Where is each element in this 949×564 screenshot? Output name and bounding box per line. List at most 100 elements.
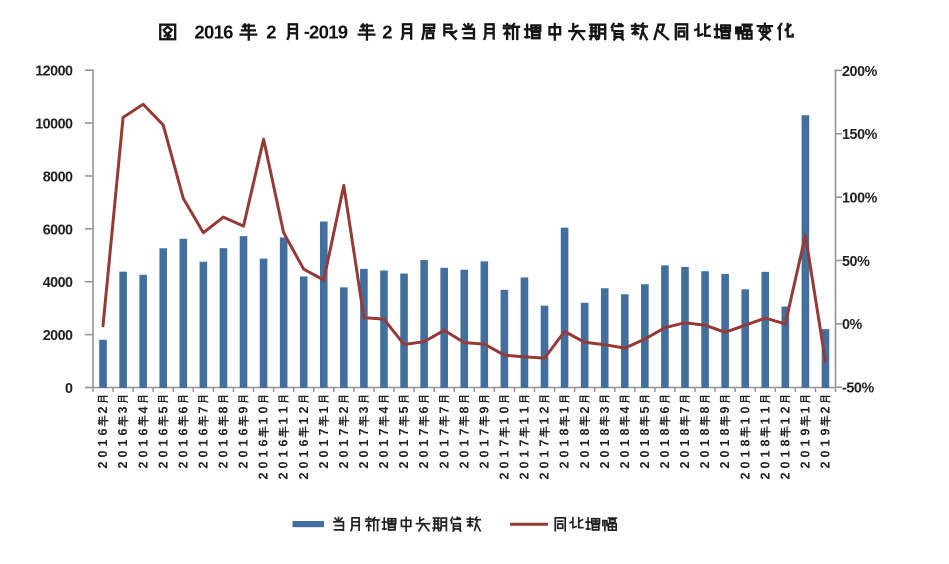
svg-text:1: 1 bbox=[156, 439, 170, 446]
svg-text:7: 7 bbox=[477, 428, 491, 435]
svg-text:1: 1 bbox=[96, 439, 110, 446]
svg-text:1: 1 bbox=[257, 450, 271, 457]
svg-text:9: 9 bbox=[718, 406, 732, 413]
svg-text:1: 1 bbox=[578, 439, 592, 446]
svg-text:1: 1 bbox=[758, 450, 772, 457]
svg-text:0: 0 bbox=[758, 461, 772, 468]
svg-text:6: 6 bbox=[658, 406, 672, 413]
svg-text:1: 1 bbox=[558, 439, 572, 446]
svg-text:1: 1 bbox=[538, 417, 552, 424]
svg-text:5: 5 bbox=[156, 406, 170, 413]
svg-text:7: 7 bbox=[497, 439, 511, 446]
svg-text:2: 2 bbox=[538, 472, 552, 479]
svg-text:7: 7 bbox=[538, 439, 552, 446]
svg-text:1: 1 bbox=[799, 439, 813, 446]
svg-text:2: 2 bbox=[217, 461, 231, 468]
svg-text:1: 1 bbox=[217, 439, 231, 446]
svg-text:8: 8 bbox=[658, 428, 672, 435]
svg-text:0: 0 bbox=[277, 461, 291, 468]
svg-text:4000: 4000 bbox=[43, 275, 73, 291]
svg-text:2: 2 bbox=[618, 461, 632, 468]
svg-text:1: 1 bbox=[538, 450, 552, 457]
svg-text:150%: 150% bbox=[842, 127, 878, 143]
svg-text:8: 8 bbox=[678, 428, 692, 435]
svg-text:2: 2 bbox=[698, 461, 712, 468]
svg-text:1: 1 bbox=[317, 439, 331, 446]
svg-text:10000: 10000 bbox=[35, 117, 73, 133]
svg-text:2: 2 bbox=[758, 472, 772, 479]
svg-text:1: 1 bbox=[437, 439, 451, 446]
svg-text:2: 2 bbox=[96, 406, 110, 413]
svg-text:1: 1 bbox=[638, 439, 652, 446]
svg-text:0: 0 bbox=[799, 450, 813, 457]
svg-text:0: 0 bbox=[638, 450, 652, 457]
svg-text:2: 2 bbox=[738, 472, 752, 479]
svg-text:12000: 12000 bbox=[35, 64, 73, 80]
svg-text:0: 0 bbox=[196, 450, 210, 457]
svg-text:1: 1 bbox=[598, 439, 612, 446]
svg-text:2: 2 bbox=[237, 461, 251, 468]
svg-text:0: 0 bbox=[257, 406, 271, 413]
svg-text:0: 0 bbox=[176, 450, 190, 457]
svg-text:6: 6 bbox=[96, 428, 110, 435]
svg-text:1: 1 bbox=[136, 439, 150, 446]
svg-text:1: 1 bbox=[357, 439, 371, 446]
svg-text:8: 8 bbox=[638, 428, 652, 435]
svg-text:1: 1 bbox=[257, 417, 271, 424]
svg-text:2019: 2019 bbox=[309, 21, 348, 42]
svg-text:2: 2 bbox=[799, 461, 813, 468]
svg-text:0: 0 bbox=[477, 450, 491, 457]
svg-text:1: 1 bbox=[698, 439, 712, 446]
svg-text:0: 0 bbox=[65, 381, 73, 397]
svg-text:6: 6 bbox=[217, 428, 231, 435]
svg-text:0: 0 bbox=[698, 450, 712, 457]
svg-text:2: 2 bbox=[778, 406, 792, 413]
svg-text:1: 1 bbox=[518, 417, 532, 424]
svg-text:0: 0 bbox=[156, 450, 170, 457]
svg-text:9: 9 bbox=[799, 428, 813, 435]
svg-text:1: 1 bbox=[738, 450, 752, 457]
svg-text:7: 7 bbox=[377, 428, 391, 435]
svg-text:2000: 2000 bbox=[43, 328, 73, 344]
svg-text:2: 2 bbox=[819, 406, 833, 413]
svg-text:0: 0 bbox=[538, 461, 552, 468]
svg-text:-50%: -50% bbox=[842, 381, 874, 397]
svg-text:8: 8 bbox=[758, 439, 772, 446]
svg-text:0: 0 bbox=[738, 461, 752, 468]
svg-text:200%: 200% bbox=[842, 64, 878, 80]
svg-text:7: 7 bbox=[196, 406, 210, 413]
svg-text:1: 1 bbox=[518, 450, 532, 457]
svg-text:2: 2 bbox=[337, 461, 351, 468]
svg-text:0: 0 bbox=[437, 450, 451, 457]
svg-text:9: 9 bbox=[237, 406, 251, 413]
svg-text:2: 2 bbox=[96, 461, 110, 468]
svg-text:6: 6 bbox=[196, 428, 210, 435]
svg-text:50%: 50% bbox=[842, 254, 870, 270]
svg-text:4: 4 bbox=[136, 406, 150, 413]
svg-text:0: 0 bbox=[497, 461, 511, 468]
svg-text:1: 1 bbox=[738, 417, 752, 424]
svg-text:0: 0 bbox=[658, 450, 672, 457]
svg-text:2: 2 bbox=[598, 461, 612, 468]
svg-text:8: 8 bbox=[558, 428, 572, 435]
svg-text:1: 1 bbox=[778, 450, 792, 457]
svg-text:7: 7 bbox=[337, 428, 351, 435]
svg-text:1: 1 bbox=[518, 406, 532, 413]
svg-text:1: 1 bbox=[758, 406, 772, 413]
svg-text:0: 0 bbox=[136, 450, 150, 457]
svg-text:2: 2 bbox=[116, 461, 130, 468]
svg-text:2: 2 bbox=[718, 461, 732, 468]
svg-text:8: 8 bbox=[578, 428, 592, 435]
svg-text:7: 7 bbox=[397, 428, 411, 435]
svg-text:8: 8 bbox=[778, 439, 792, 446]
svg-text:2: 2 bbox=[257, 472, 271, 479]
svg-text:9: 9 bbox=[477, 406, 491, 413]
svg-text:1: 1 bbox=[497, 417, 511, 424]
svg-text:1: 1 bbox=[497, 450, 511, 457]
svg-text:0: 0 bbox=[497, 406, 511, 413]
svg-text:7: 7 bbox=[437, 428, 451, 435]
svg-text:7: 7 bbox=[518, 439, 532, 446]
svg-text:1: 1 bbox=[196, 439, 210, 446]
svg-text:2: 2 bbox=[538, 406, 552, 413]
svg-text:1: 1 bbox=[477, 439, 491, 446]
